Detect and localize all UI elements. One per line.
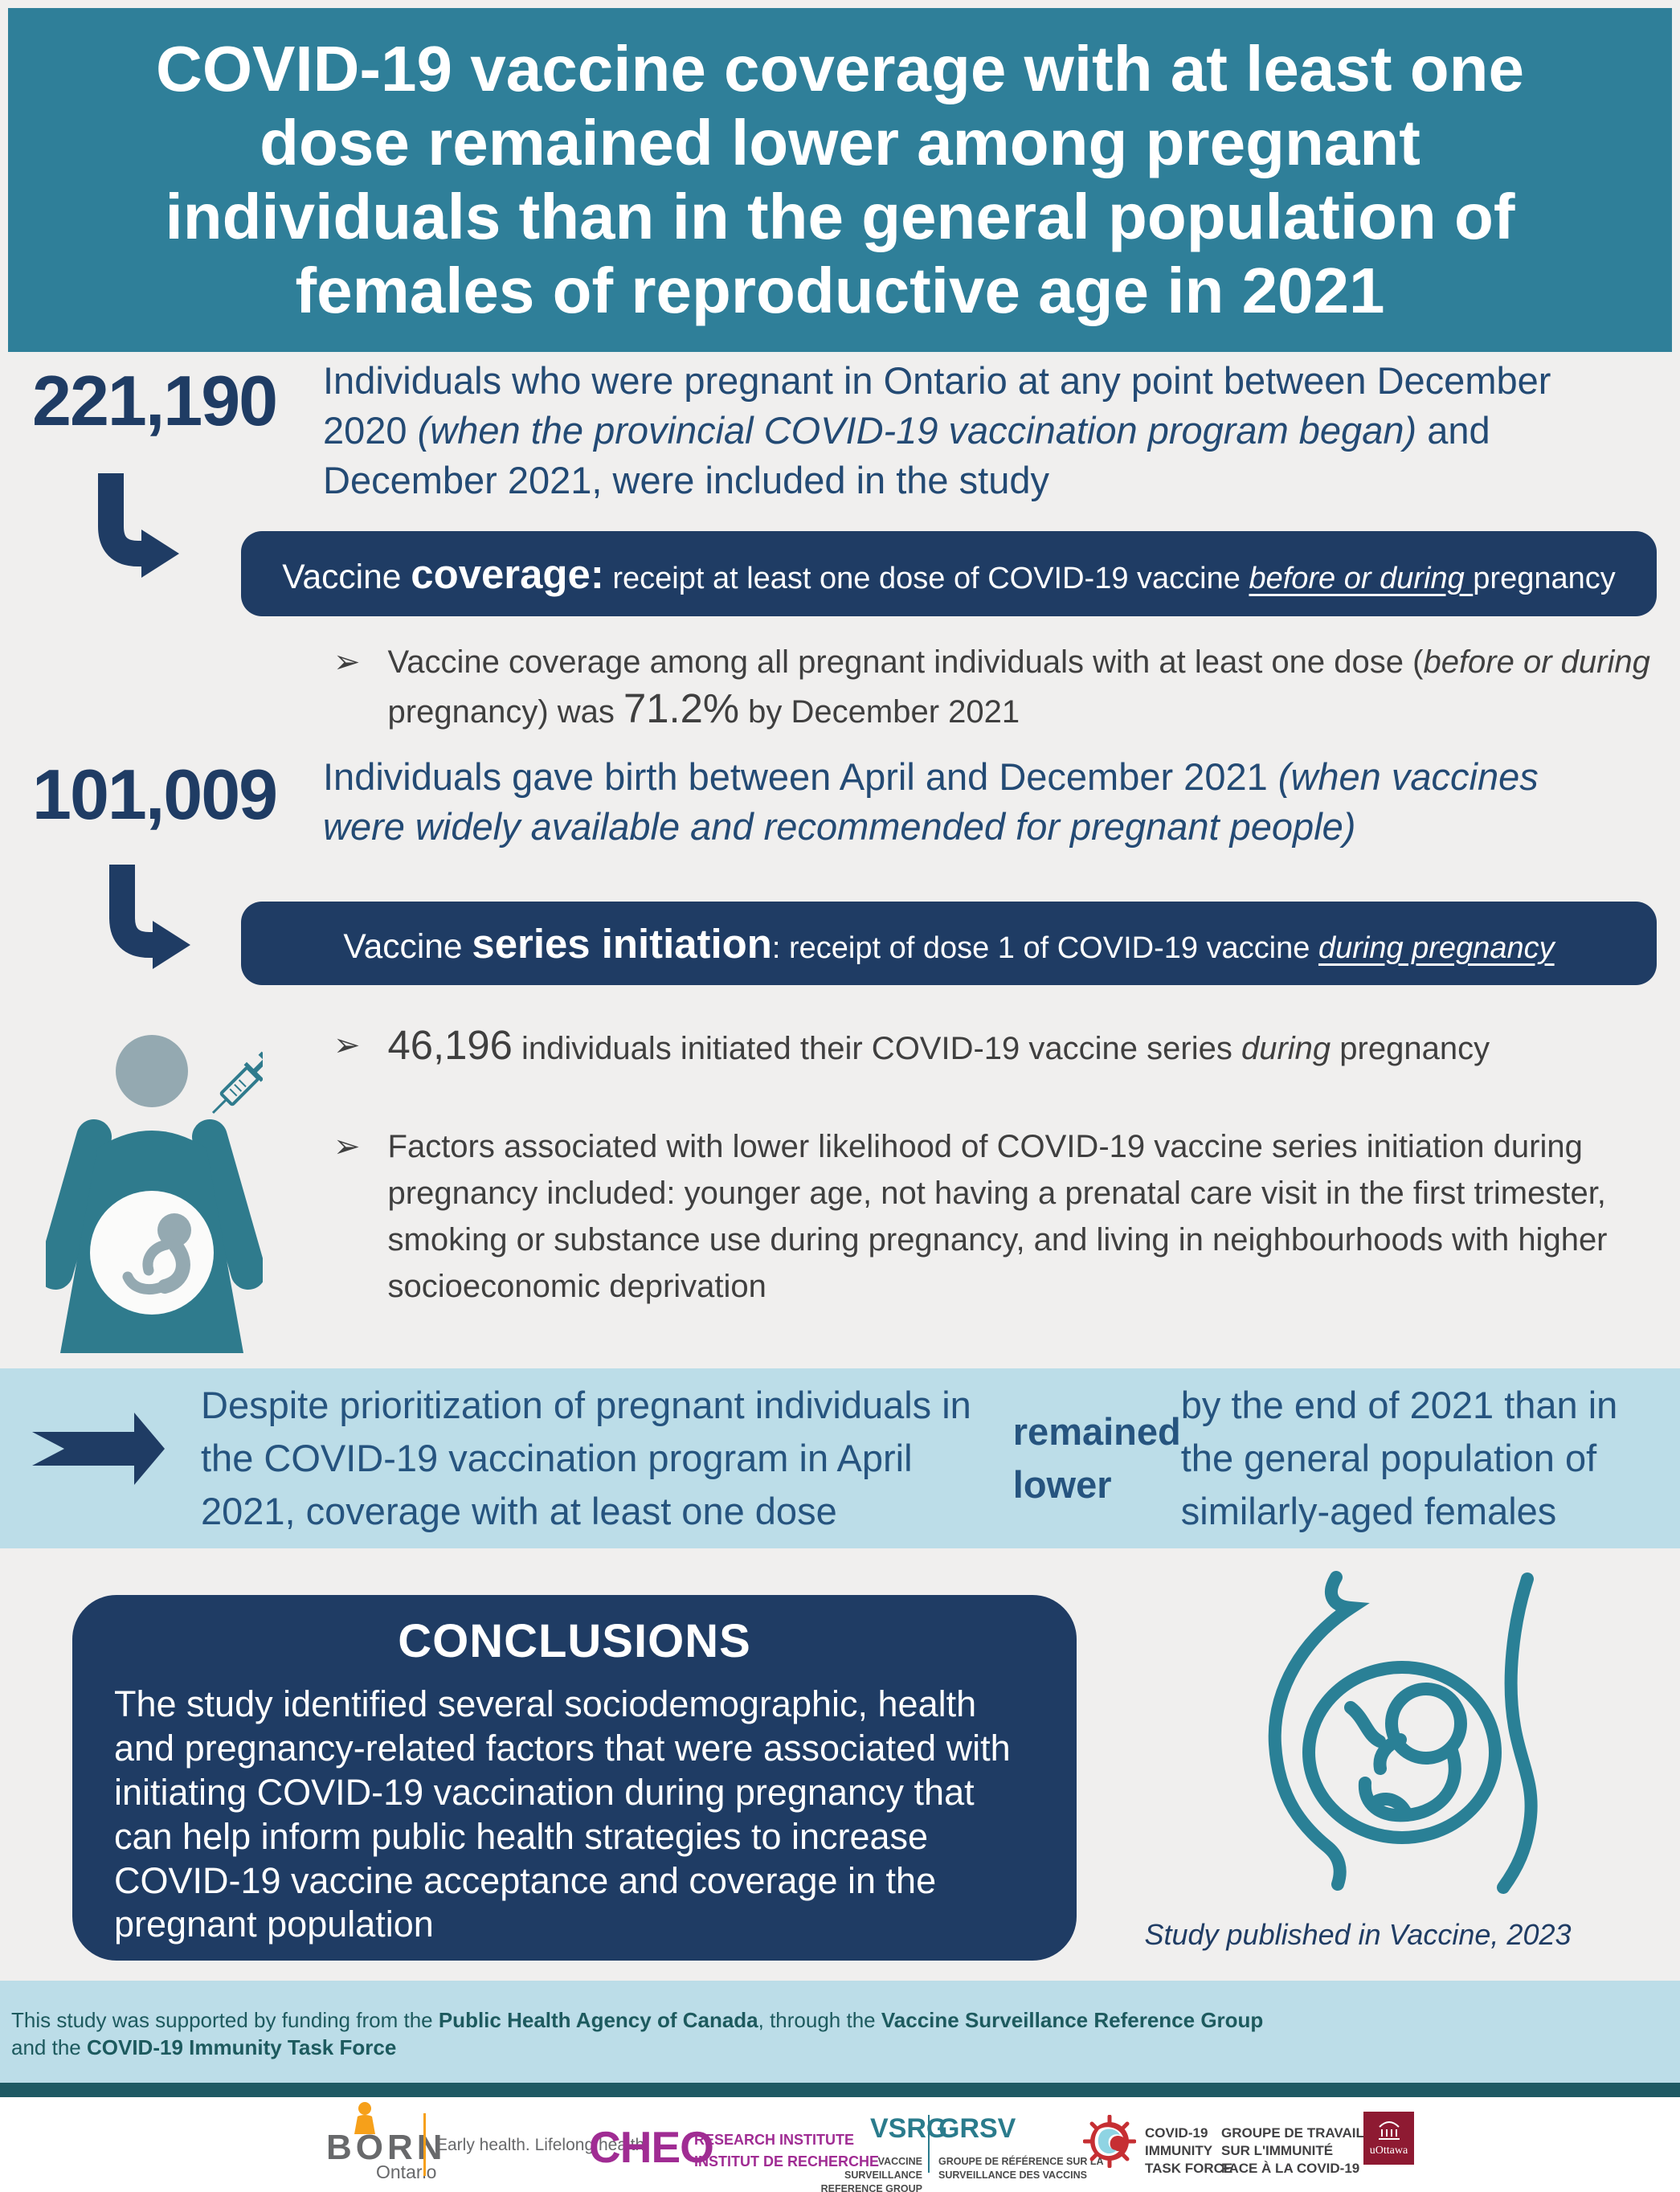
cheo-logo: CHEO [589,2122,714,2172]
title-band: COVID-19 vaccine coverage with at least … [8,8,1672,352]
conclusions-title: CONCLUSIONS [398,1615,751,1667]
uottawa-logo-name: uOttawa [1369,2145,1408,2157]
born-logo-divider [423,2113,426,2176]
vaccine-coverage-definition: Vaccine coverage: receipt at least one d… [282,550,1616,597]
arrow-bullet-icon: ➢ [333,1028,361,1063]
pregnant-belly-illustration [1268,1571,1538,1894]
publication-note: Study published in Vaccine, 2023 [1144,1918,1572,1951]
uottawa-logo: uOttawa [1363,2112,1414,2165]
born-tagline: Early health. Lifelong health. [436,2136,650,2154]
person-head [116,1035,188,1107]
stat-births-description: Individuals gave birth between April and… [323,755,1539,849]
born-logo: BORN [326,2128,447,2167]
factors-bullet: ➢ Factors associated with lower likeliho… [333,1123,1667,1310]
born-person-icon [354,2102,375,2134]
footer-divider-bar [0,2083,1680,2097]
elbow-arrow-icon [98,473,179,578]
key-finding-band [0,1368,1680,1548]
pregnant-person-icon [46,1035,263,1353]
initiation-count-text: 46,196 individuals initiated their COVID… [387,1022,1490,1068]
factors-bullet-text: Factors associated with lower likelihood… [387,1129,1608,1304]
arrow-bullet-icon: ➢ [333,1129,361,1164]
block-arrow-icon [32,1413,165,1485]
vaccine-coverage-banner: Vaccine coverage: receipt at least one d… [241,531,1657,616]
uottawa-building-icon [1378,2121,1400,2140]
cheo-logo-subtext: RESEARCH INSTITUTE INSTITUT DE RECHERCHE [694,2132,880,2170]
key-finding-text: Despite prioritization of pregnant indiv… [201,1384,1618,1532]
grsv-logo: GRSV [938,2113,1016,2144]
arrow-bullet-icon: ➢ [333,644,361,680]
baby-icon [122,1213,191,1294]
vsrg-logo-divider [928,2115,930,2173]
elbow-arrow-icon [109,865,190,969]
syringe-icon [211,1051,263,1114]
stat-pregnant-count: 221,190 [32,361,278,440]
vsrg-logo-subtext-fr: GROUPE DE RÉFÉRENCE SUR LA SURVEILLANCE … [938,2156,1104,2181]
series-initiation-definition: Vaccine series initiation: receipt of do… [343,920,1555,967]
vsrg-logo: VSRG [870,2113,948,2144]
stat-pregnant-description: Individuals who were pregnant in Ontario… [323,359,1551,502]
coverage-bullet-text: Vaccine coverage among all pregnant indi… [387,644,1650,731]
citf-logo-text-fr: GROUPE DE TRAVAIL SUR L'IMMUNITÉ FACE À … [1221,2125,1364,2177]
citf-logo-text-en: COVID-19 IMMUNITY TASK FORCE [1145,2125,1233,2177]
initiation-count-bullet: ➢ 46,196 individuals initiated their COV… [333,1022,1651,1072]
coverage-bullet: ➢ Vaccine coverage among all pregnant in… [333,639,1651,735]
citf-virus-icon [1083,2115,1136,2168]
page-title: COVID-19 vaccine coverage with at least … [156,33,1524,326]
conclusions-box: CONCLUSIONS The study identified several… [72,1595,1077,1961]
vsrg-logo-subtext-en: VACCINE SURVEILLANCE REFERENCE GROUP [820,2156,922,2192]
series-initiation-banner: Vaccine series initiation: receipt of do… [241,902,1657,985]
funding-acknowledgement: This study was supported by funding from… [11,2008,1264,2060]
conclusions-body: The study identified several sociodemogr… [114,1683,1011,1945]
stat-births-count: 101,009 [32,755,278,834]
born-logo-region: Ontario [376,2161,437,2182]
funding-band: This study was supported by funding from… [0,1981,1680,2083]
